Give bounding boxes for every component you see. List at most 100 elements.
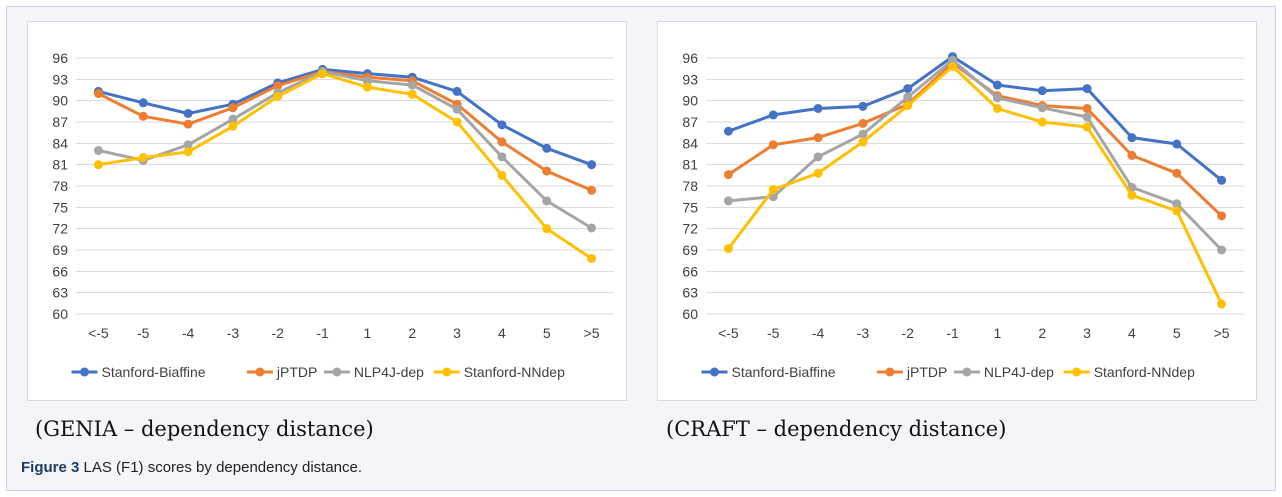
data-point bbox=[318, 69, 328, 79]
legend-label: Stanford-Biaffine bbox=[732, 364, 836, 380]
y-tick-label: 84 bbox=[52, 135, 68, 151]
x-tick-label: 1 bbox=[994, 325, 1002, 341]
data-point bbox=[813, 152, 823, 162]
data-point bbox=[228, 103, 238, 113]
data-point bbox=[858, 101, 868, 111]
data-point bbox=[1037, 103, 1047, 113]
data-point bbox=[1217, 211, 1227, 221]
data-point bbox=[1172, 168, 1182, 178]
data-point bbox=[542, 166, 552, 176]
y-tick-label: 87 bbox=[52, 114, 68, 130]
series-line-stanford-nndep bbox=[98, 72, 593, 260]
legend-label: Stanford-Biaffine bbox=[102, 364, 206, 380]
data-point bbox=[1082, 112, 1092, 122]
x-tick-label: 1 bbox=[364, 325, 372, 341]
data-point bbox=[723, 196, 733, 206]
y-tick-label: 96 bbox=[682, 50, 698, 66]
data-point bbox=[858, 129, 868, 139]
subcaption-craft: (CRAFT – dependency distance) bbox=[666, 417, 1007, 441]
x-tick-label: 3 bbox=[453, 325, 461, 341]
data-point bbox=[273, 81, 283, 91]
data-point bbox=[1217, 299, 1227, 309]
figure-caption: Figure 3 LAS (F1) scores by dependency d… bbox=[21, 459, 362, 476]
x-tick-label: -3 bbox=[227, 325, 240, 341]
data-point bbox=[183, 140, 193, 150]
data-point bbox=[138, 111, 148, 121]
data-point bbox=[138, 98, 148, 108]
legend-swatch-marker bbox=[962, 367, 972, 377]
data-point bbox=[452, 117, 462, 127]
series-line-jptdp bbox=[97, 70, 593, 192]
y-tick-label: 81 bbox=[682, 157, 698, 173]
data-point bbox=[858, 118, 868, 128]
x-tick-label: -1 bbox=[946, 325, 959, 341]
legend-label: jPTDP bbox=[906, 364, 947, 380]
y-tick-label: 63 bbox=[682, 285, 698, 301]
x-tick-label: 2 bbox=[1038, 325, 1046, 341]
data-point bbox=[1127, 133, 1137, 143]
data-point bbox=[723, 126, 733, 136]
data-point bbox=[992, 80, 1002, 90]
data-point bbox=[1082, 122, 1092, 132]
y-tick-label: 81 bbox=[52, 157, 68, 173]
data-point bbox=[183, 147, 193, 157]
data-point bbox=[768, 140, 778, 150]
data-point bbox=[183, 119, 193, 129]
legend-swatch-marker bbox=[332, 367, 342, 377]
series-line-stanford-biaffine bbox=[727, 55, 1223, 182]
data-point bbox=[1217, 175, 1227, 185]
data-point bbox=[542, 224, 552, 234]
data-point bbox=[407, 89, 417, 99]
figure-caption-text: LAS (F1) scores by dependency distance. bbox=[83, 459, 363, 476]
legend-swatch-marker bbox=[80, 367, 89, 377]
y-tick-label: 69 bbox=[52, 242, 68, 258]
data-point bbox=[452, 104, 462, 114]
x-tick-label: 3 bbox=[1083, 325, 1091, 341]
line-chart-craft: 60 63 66 69 72 75 78 81 84 87 90 93 96 <-5 -5 -4 -3 -2 -1 1… bbox=[682, 50, 1244, 380]
data-point bbox=[1082, 84, 1092, 94]
x-tick-label: -5 bbox=[137, 325, 150, 341]
data-point bbox=[587, 185, 597, 195]
data-point bbox=[228, 114, 238, 124]
data-point bbox=[93, 145, 103, 155]
data-point bbox=[542, 196, 552, 206]
y-tick-label: 72 bbox=[52, 221, 68, 237]
y-tick-label: 78 bbox=[52, 178, 68, 194]
data-point bbox=[813, 168, 823, 178]
data-point bbox=[768, 110, 778, 120]
chart-panel-craft: 60 63 66 69 72 75 78 81 84 87 90 93 96 <-5 -5 -4 -3 -2 -1 1… bbox=[657, 21, 1257, 401]
y-tick-label: 63 bbox=[52, 285, 68, 301]
y-tick-label: 90 bbox=[682, 93, 698, 109]
data-point bbox=[362, 76, 372, 86]
data-point bbox=[587, 160, 597, 170]
x-tick-label: -2 bbox=[902, 325, 915, 341]
y-tick-label: 66 bbox=[682, 263, 698, 279]
data-point bbox=[452, 86, 462, 96]
data-point bbox=[1172, 139, 1182, 149]
series-line-nlp4j-dep bbox=[728, 58, 1223, 252]
y-tick-label: 90 bbox=[52, 93, 68, 109]
x-tick-label: -2 bbox=[272, 325, 285, 341]
y-tick-label: 60 bbox=[52, 306, 68, 322]
legend-label: Stanford-NNdep bbox=[1094, 364, 1195, 380]
figure-label: Figure 3 bbox=[21, 459, 80, 476]
series-line-nlp4j-dep bbox=[98, 70, 593, 230]
legend-swatch-marker bbox=[710, 367, 719, 377]
data-point bbox=[93, 160, 103, 170]
data-point bbox=[992, 93, 1002, 103]
data-point bbox=[497, 170, 507, 180]
y-tick-label: 78 bbox=[682, 178, 698, 194]
legend-label: jPTDP bbox=[276, 364, 317, 380]
data-point bbox=[992, 103, 1002, 113]
x-tick-label: 5 bbox=[543, 325, 551, 341]
data-point bbox=[587, 223, 597, 233]
data-point bbox=[1082, 103, 1092, 113]
legend-swatch-marker bbox=[1072, 367, 1082, 377]
data-point bbox=[1172, 206, 1182, 216]
data-point bbox=[93, 89, 103, 99]
legend-swatch-marker bbox=[255, 367, 265, 377]
y-tick-label: 87 bbox=[682, 114, 698, 130]
figure-box: 60 63 66 69 72 75 78 81 84 87 90 93 96 <-5 -5 -4 -3 -2 -1 1… bbox=[6, 6, 1276, 491]
data-point bbox=[813, 103, 823, 113]
data-point bbox=[273, 91, 283, 101]
